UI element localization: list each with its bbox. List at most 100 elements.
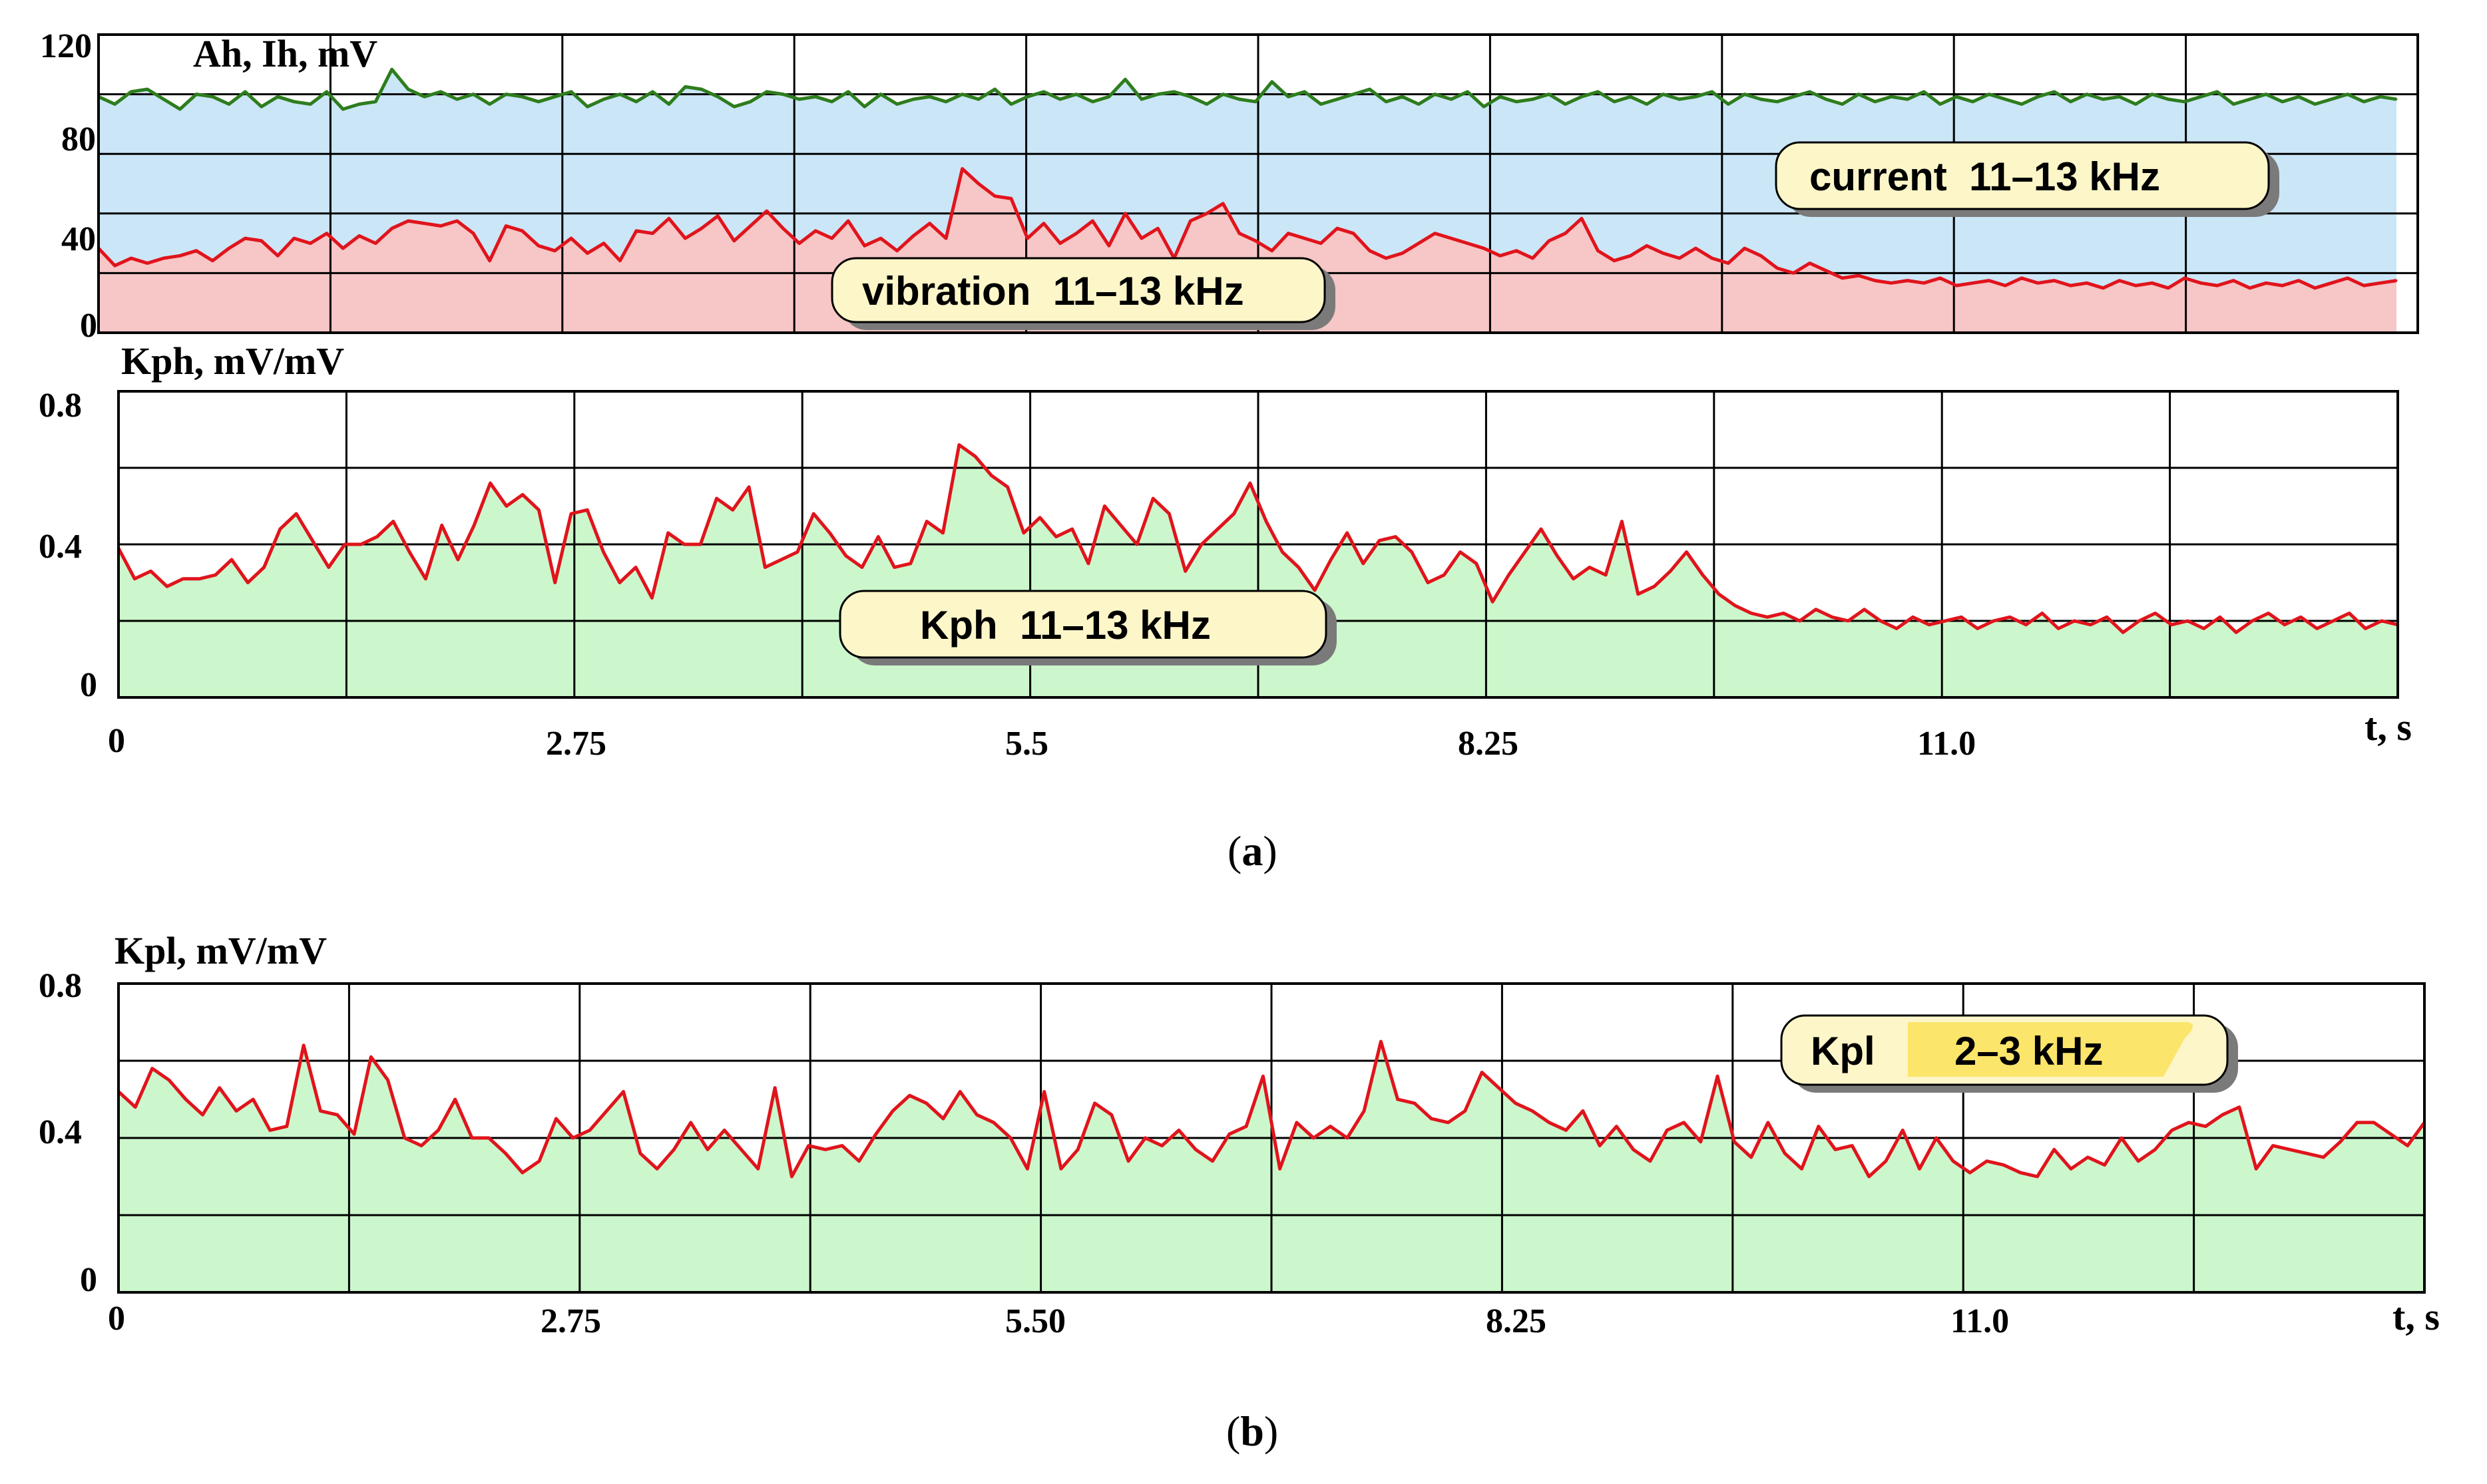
a-top-vibration-point-38	[716, 215, 719, 217]
a-top-vibration-point-31	[602, 242, 605, 245]
a-bottom-Kph-point-114	[1960, 616, 1962, 618]
a-top-vibration-point-13	[309, 242, 312, 245]
b-Kpl-point-15	[369, 1055, 372, 1058]
a-top-current-line	[97, 67, 2397, 111]
a-top-vibration-point-122	[2086, 281, 2088, 284]
a-top-current-point-77	[1352, 93, 1355, 96]
chart-a-bottom: Kph, mV/mV 0.8 0.4 0 0 2.75 5.5 8.25 11.…	[39, 339, 2412, 763]
a-top-current-point-45	[831, 100, 833, 103]
a-bottom-Kph-point-71	[1265, 520, 1267, 522]
a-top-vibration-point-42	[782, 227, 784, 230]
b-Kpl-point-38	[757, 1167, 760, 1170]
a-bottom-Kph-point-106	[1831, 616, 1833, 618]
b-Kpl-point-115	[2053, 1148, 2056, 1151]
b-Kpl-point-54	[1026, 1167, 1028, 1170]
a-bottom-Kph-point-24	[505, 505, 508, 507]
a-top-vibration-point-60	[1075, 232, 1078, 235]
a-top-current-point-133	[2265, 93, 2267, 96]
vibration-legend-box: vibration 11–13 kHz	[831, 257, 1335, 330]
a-top-vibration-area	[99, 168, 2396, 333]
a-top-current-point-100	[1727, 103, 1729, 105]
a-bottom-Kph-point-43	[812, 512, 815, 515]
a-top-current-point-41	[766, 91, 768, 93]
a-bottom-Kph-point-59	[1071, 528, 1074, 530]
a-bottom-Kph-point-119	[2041, 612, 2044, 614]
kpl-legend-left: Kpl	[1811, 1029, 1875, 1073]
a-top-current-point-3	[146, 88, 148, 91]
a-top-current-point-65	[1156, 93, 1159, 96]
a-top-vibration-point-107	[1841, 277, 1844, 279]
a-bottom-Kph-point-54	[990, 474, 993, 476]
a-bottom-Kph-point-95	[1653, 585, 1656, 588]
caption-b: (b)	[1226, 1407, 1278, 1455]
a-top-vibration-point-12	[293, 237, 296, 240]
a-top-vibration-point-68	[1206, 212, 1208, 215]
a-top-vibration-point-82	[1434, 232, 1436, 235]
a-top-vibration-point-115	[1972, 281, 1974, 284]
a-top-vibration-point-109	[1874, 279, 1877, 282]
a-top-current-point-136	[2314, 103, 2317, 105]
b-Kpl-point-7	[235, 1109, 238, 1112]
b-Kpl-point-74	[1363, 1109, 1365, 1112]
a-bottom-Kph-point-77	[1362, 562, 1365, 565]
b-Kpl-point-14	[353, 1133, 355, 1135]
a-bottom-Kph-point-101	[1750, 612, 1753, 614]
a-bottom-Kph-point-15	[359, 543, 362, 546]
current-legend-text: current 11–13 kHz	[1809, 154, 2160, 199]
a-bottom-Kph-point-128	[2186, 620, 2189, 622]
chart-b: Kpl, mV/mV 0.8 0.4 0 0 2.75 5.50 8.25 11…	[39, 929, 2440, 1340]
a-bottom-Kph-point-89	[1556, 554, 1558, 557]
a-top-vibration-point-20	[423, 222, 426, 225]
a-bottom-Kph-point-76	[1346, 532, 1349, 534]
a-bottom-Kph-point-96	[1669, 570, 1672, 572]
a-bottom-Kph-point-46	[861, 566, 863, 568]
a-top-vibration-point-30	[586, 252, 588, 254]
a-top-current-point-95	[1646, 103, 1648, 105]
a-bottom-Kph-point-69	[1233, 512, 1236, 515]
a-top-current-point-7	[211, 95, 214, 98]
a-top-vibration-point-100	[1727, 262, 1729, 264]
a-top-current-point-12	[293, 100, 296, 103]
a-top-current-point-90	[1564, 103, 1566, 105]
a-bottom-Kph-point-37	[716, 497, 718, 500]
a-top-vibration-point-85	[1482, 247, 1485, 250]
a-bottom-Kph-point-17	[392, 520, 395, 522]
a-bottom-xtick-11.0: 11.0	[1917, 725, 1976, 763]
a-bottom-xtick-0: 0	[108, 722, 125, 760]
a-top-current-point-115	[1972, 100, 1974, 103]
a-bottom-Kph-point-110	[1895, 628, 1898, 630]
a-bottom-Kph-point-3	[166, 585, 168, 588]
a-top-current-point-84	[1467, 91, 1469, 93]
a-top-vibration-point-116	[1988, 279, 1990, 282]
b-Kpl-point-25	[538, 1160, 541, 1163]
a-top-current-point-109	[1874, 100, 1877, 103]
a-top-vibration-point-96	[1662, 252, 1664, 254]
a-top-current-point-126	[2151, 93, 2153, 96]
a-top-vibration-point-46	[847, 220, 849, 222]
a-top-current-point-51	[929, 95, 931, 98]
a-bottom-ylabel: Kph, mV/mV	[121, 339, 344, 383]
a-bottom-Kph-point-40	[764, 566, 766, 568]
b-Kpl-point-37	[740, 1148, 742, 1151]
a-top-vibration-point-34	[651, 232, 654, 235]
a-bottom-Kph-point-49	[909, 562, 912, 565]
a-top-vibration-point-14	[326, 232, 328, 235]
a-top-vibration-point-78	[1369, 250, 1371, 252]
a-bottom-Kph-point-78	[1378, 539, 1381, 542]
b-ylabel: Kpl, mV/mV	[114, 929, 327, 972]
a-top-current-point-130	[2216, 91, 2219, 93]
a-top-vibration-point-131	[2232, 279, 2235, 282]
current-legend-box: current 11–13 kHz	[1775, 141, 2279, 217]
a-top-current-point-80	[1401, 95, 1404, 98]
a-top-current-point-78	[1369, 88, 1371, 91]
a-bottom-xtick-8.25: 8.25	[1458, 725, 1518, 763]
b-Kpl-point-113	[2019, 1171, 2022, 1174]
b-Kpl-point-48	[925, 1102, 928, 1105]
a-bottom-Kph-point-125	[2138, 620, 2140, 622]
a-top-current-point-79	[1385, 100, 1387, 103]
b-xtick-5.50: 5.50	[1005, 1302, 1066, 1340]
b-Kpl-point-121	[2153, 1148, 2156, 1151]
a-top-vibration-point-129	[2199, 281, 2202, 284]
b-Kpl-point-60	[1127, 1160, 1130, 1163]
